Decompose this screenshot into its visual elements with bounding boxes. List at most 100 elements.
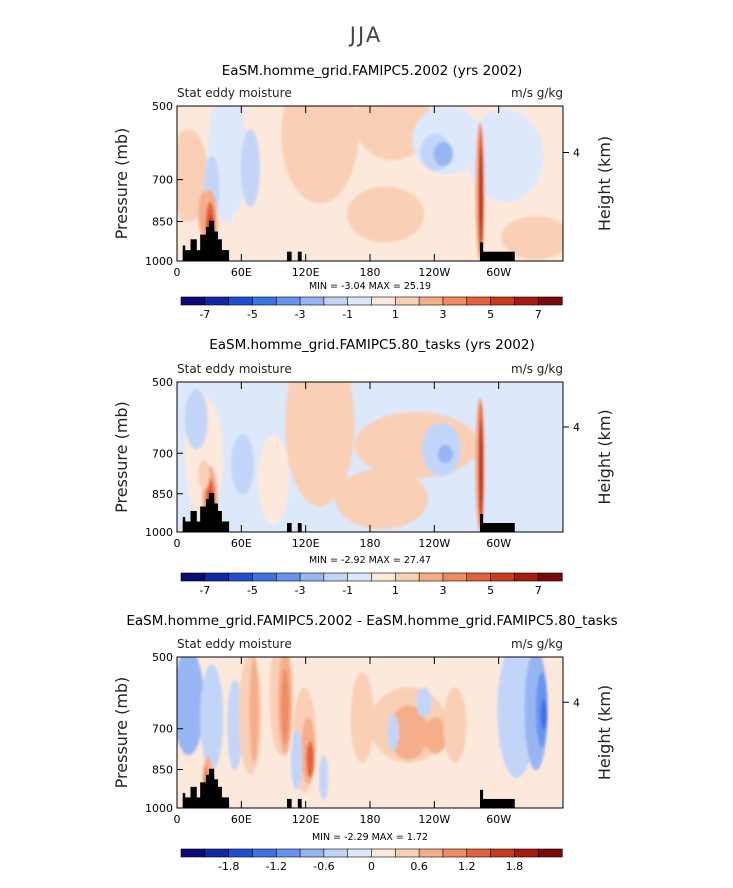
colorbar-bin xyxy=(252,572,277,582)
y-tick-label: 850 xyxy=(152,215,173,228)
colorbar-bin xyxy=(371,848,396,858)
panel-3: EaSM.homme_grid.FAMIPC5.2002 - EaSM.homm… xyxy=(112,613,618,873)
contour-field xyxy=(177,657,563,808)
panel-title: EaSM.homme_grid.FAMIPC5.2002 (yrs 2002) xyxy=(222,63,522,79)
colorbar-bin xyxy=(418,848,444,858)
colorbar-bin xyxy=(537,572,563,582)
colorbar-bin xyxy=(323,296,349,306)
colorbar-bin xyxy=(180,848,206,858)
panel-title: EaSM.homme_grid.FAMIPC5.2002 - EaSM.homm… xyxy=(126,613,617,629)
colorbar-bin xyxy=(418,296,444,306)
colorbar-label: -1 xyxy=(342,308,353,321)
colorbar-label: -1.2 xyxy=(266,860,287,873)
y-axis-title: Pressure (mb) xyxy=(112,128,131,240)
colorbar-bin xyxy=(347,296,373,306)
x-tick-label: 0 xyxy=(174,813,181,826)
right-axis-title: Height (km) xyxy=(595,685,614,780)
colorbar-bin xyxy=(442,296,468,306)
panel-2: EaSM.homme_grid.FAMIPC5.80_tasks (yrs 20… xyxy=(112,337,614,597)
colorbar-bin xyxy=(228,848,254,858)
colorbar-bin xyxy=(442,572,468,582)
colorbar-bin xyxy=(252,848,277,858)
min-max-label: MIN = -2.29 MAX = 1.72 xyxy=(312,832,428,843)
y-tick-label: 850 xyxy=(152,488,173,501)
colorbar-label: 0.6 xyxy=(410,860,428,873)
x-tick-label: 120E xyxy=(292,813,320,826)
x-tick-label: 180 xyxy=(360,537,381,550)
colorbar-bin xyxy=(466,296,492,306)
right-tick-label: 4 xyxy=(573,696,580,709)
colorbar-bin xyxy=(466,572,492,582)
colorbar-label: -0.6 xyxy=(313,860,334,873)
y-tick-label: 700 xyxy=(152,723,173,736)
colorbar-bin xyxy=(395,572,420,582)
right-tick-label: 4 xyxy=(573,421,580,434)
x-tick-label: 60E xyxy=(231,537,252,550)
terrain-mask xyxy=(182,220,515,261)
units-label: m/s g/kg xyxy=(511,362,563,376)
colorbar-label: 5 xyxy=(487,584,494,597)
colorbar-bin xyxy=(395,848,420,858)
colorbar-bin xyxy=(180,296,206,306)
terrain-mask xyxy=(182,768,515,808)
right-axis-title: Height (km) xyxy=(595,409,614,504)
colorbar-bin xyxy=(514,296,539,306)
x-tick-label: 60W xyxy=(486,266,511,279)
colorbar-bin xyxy=(395,296,420,306)
colorbar-label: 1 xyxy=(392,584,399,597)
colorbar-bin xyxy=(252,296,277,306)
y-tick-label: 700 xyxy=(152,447,173,460)
colorbar-label: 3 xyxy=(439,308,446,321)
colorbar-label: -1.8 xyxy=(218,860,239,873)
x-tick-label: 120E xyxy=(292,537,320,550)
colorbar-bin xyxy=(514,848,539,858)
colorbar-bin xyxy=(204,848,230,858)
x-tick-label: 0 xyxy=(174,537,181,550)
variable-label: Stat eddy moisture xyxy=(177,86,292,100)
panel-title: EaSM.homme_grid.FAMIPC5.80_tasks (yrs 20… xyxy=(209,337,534,353)
contour-field xyxy=(177,382,563,532)
colorbar-bin xyxy=(275,296,301,306)
x-tick-label: 120W xyxy=(418,813,450,826)
variable-label: Stat eddy moisture xyxy=(177,362,292,376)
colorbar-bin xyxy=(275,848,301,858)
units-label: m/s g/kg xyxy=(511,637,563,651)
panel-1: EaSM.homme_grid.FAMIPC5.2002 (yrs 2002) S… xyxy=(112,63,614,321)
y-tick-label: 850 xyxy=(152,763,173,776)
x-tick-label: 60E xyxy=(231,266,252,279)
colorbar-bin xyxy=(204,296,230,306)
x-tick-label: 60W xyxy=(486,537,511,550)
min-max-label: MIN = -3.04 MAX = 25.19 xyxy=(309,281,431,292)
colorbar-label: 1.8 xyxy=(506,860,524,873)
colorbar-label: -3 xyxy=(295,308,306,321)
colorbar-label: 7 xyxy=(535,308,542,321)
colorbar-label: 3 xyxy=(439,584,446,597)
colorbar-bin xyxy=(180,572,206,582)
right-tick-label: 4 xyxy=(573,147,580,160)
colorbar-label: 1 xyxy=(392,308,399,321)
figure-title: JJA xyxy=(348,23,382,47)
colorbar-label: -7 xyxy=(199,584,210,597)
colorbar-label: 5 xyxy=(487,308,494,321)
x-tick-label: 0 xyxy=(174,266,181,279)
colorbar-bin xyxy=(228,572,254,582)
colorbar-bin xyxy=(490,296,515,306)
colorbar-label: -5 xyxy=(247,308,258,321)
y-tick-label: 1000 xyxy=(145,802,173,815)
colorbar: -7 -5 -3 -1 1 3 5 7 xyxy=(180,296,563,321)
y-tick-label: 1000 xyxy=(145,526,173,539)
x-tick-label: 180 xyxy=(360,813,381,826)
colorbar-label: -3 xyxy=(295,584,306,597)
x-tick-label: 120W xyxy=(418,537,450,550)
colorbar-label: -7 xyxy=(199,308,210,321)
y-tick-label: 1000 xyxy=(145,255,173,268)
y-tick-label: 500 xyxy=(152,651,173,664)
colorbar-bin xyxy=(228,296,254,306)
panels: EaSM.homme_grid.FAMIPC5.2002 (yrs 2002) S… xyxy=(112,63,618,873)
colorbar-bin xyxy=(490,572,515,582)
colorbar-bin xyxy=(299,296,325,306)
colorbar-bin xyxy=(323,848,349,858)
y-axis-title: Pressure (mb) xyxy=(112,401,131,513)
x-tick-label: 60E xyxy=(231,813,252,826)
right-axis-title: Height (km) xyxy=(595,136,614,231)
